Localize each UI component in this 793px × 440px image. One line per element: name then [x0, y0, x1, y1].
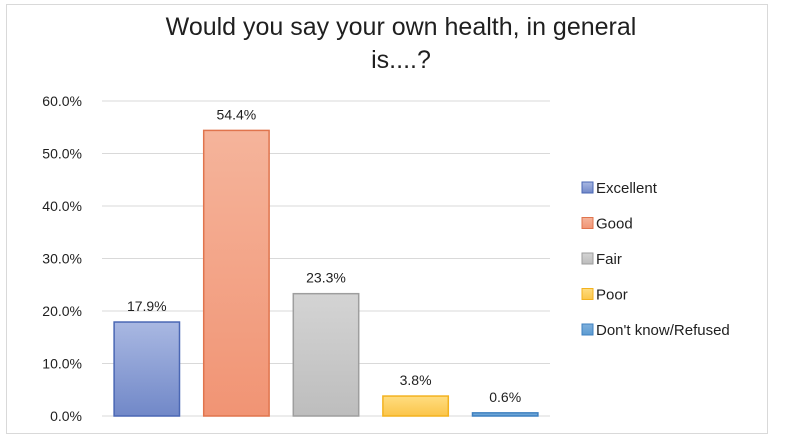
chart-frame: Would you say your own health, in genera…: [6, 4, 768, 434]
chart-title-line-1: Would you say your own health, in genera…: [166, 13, 637, 41]
y-tick-label: 20.0%: [42, 303, 82, 319]
y-tick-label: 10.0%: [42, 356, 82, 372]
bar-excellent: [113, 321, 181, 417]
data-label: 54.4%: [217, 106, 257, 122]
y-tick-label: 60.0%: [42, 93, 82, 109]
legend-label: Poor: [596, 287, 628, 304]
bar-poor: [382, 395, 450, 417]
y-tick-label: 50.0%: [42, 146, 82, 162]
legend-swatch: [581, 252, 594, 265]
bar-fair: [292, 292, 360, 417]
bars: [113, 129, 539, 417]
y-axis-tick-labels: 0.0% 10.0% 20.0% 30.0% 40.0% 50.0% 60.0%: [42, 93, 82, 424]
legend-label: Good: [596, 216, 633, 233]
bar-chart: Would you say your own health, in genera…: [42, 13, 730, 424]
legend-swatch: [581, 181, 594, 194]
y-tick-label: 30.0%: [42, 251, 82, 267]
legend-label: Fair: [596, 251, 622, 268]
y-tick-label: 0.0%: [50, 408, 82, 424]
data-label: 17.9%: [127, 298, 167, 314]
chart-title: Would you say your own health, in genera…: [166, 13, 637, 74]
y-tick-label: 40.0%: [42, 198, 82, 214]
data-label: 3.8%: [400, 372, 432, 388]
legend-label: Excellent: [596, 180, 658, 197]
bar-good: [202, 129, 270, 417]
legend: Excellent Good Fair Poor Don't know/Refused: [581, 180, 730, 339]
legend-swatch: [581, 217, 594, 229]
chart-title-line-2: is....?: [371, 46, 431, 74]
bar-don-t-know-refused: [471, 412, 539, 417]
legend-swatch: [581, 288, 594, 300]
data-labels: 17.9% 54.4% 23.3% 3.8% 0.6%: [127, 106, 521, 404]
data-label: 0.6%: [489, 389, 521, 405]
legend-label: Don't know/Refused: [596, 322, 730, 339]
legend-swatch: [581, 323, 594, 336]
data-label: 23.3%: [306, 270, 346, 286]
